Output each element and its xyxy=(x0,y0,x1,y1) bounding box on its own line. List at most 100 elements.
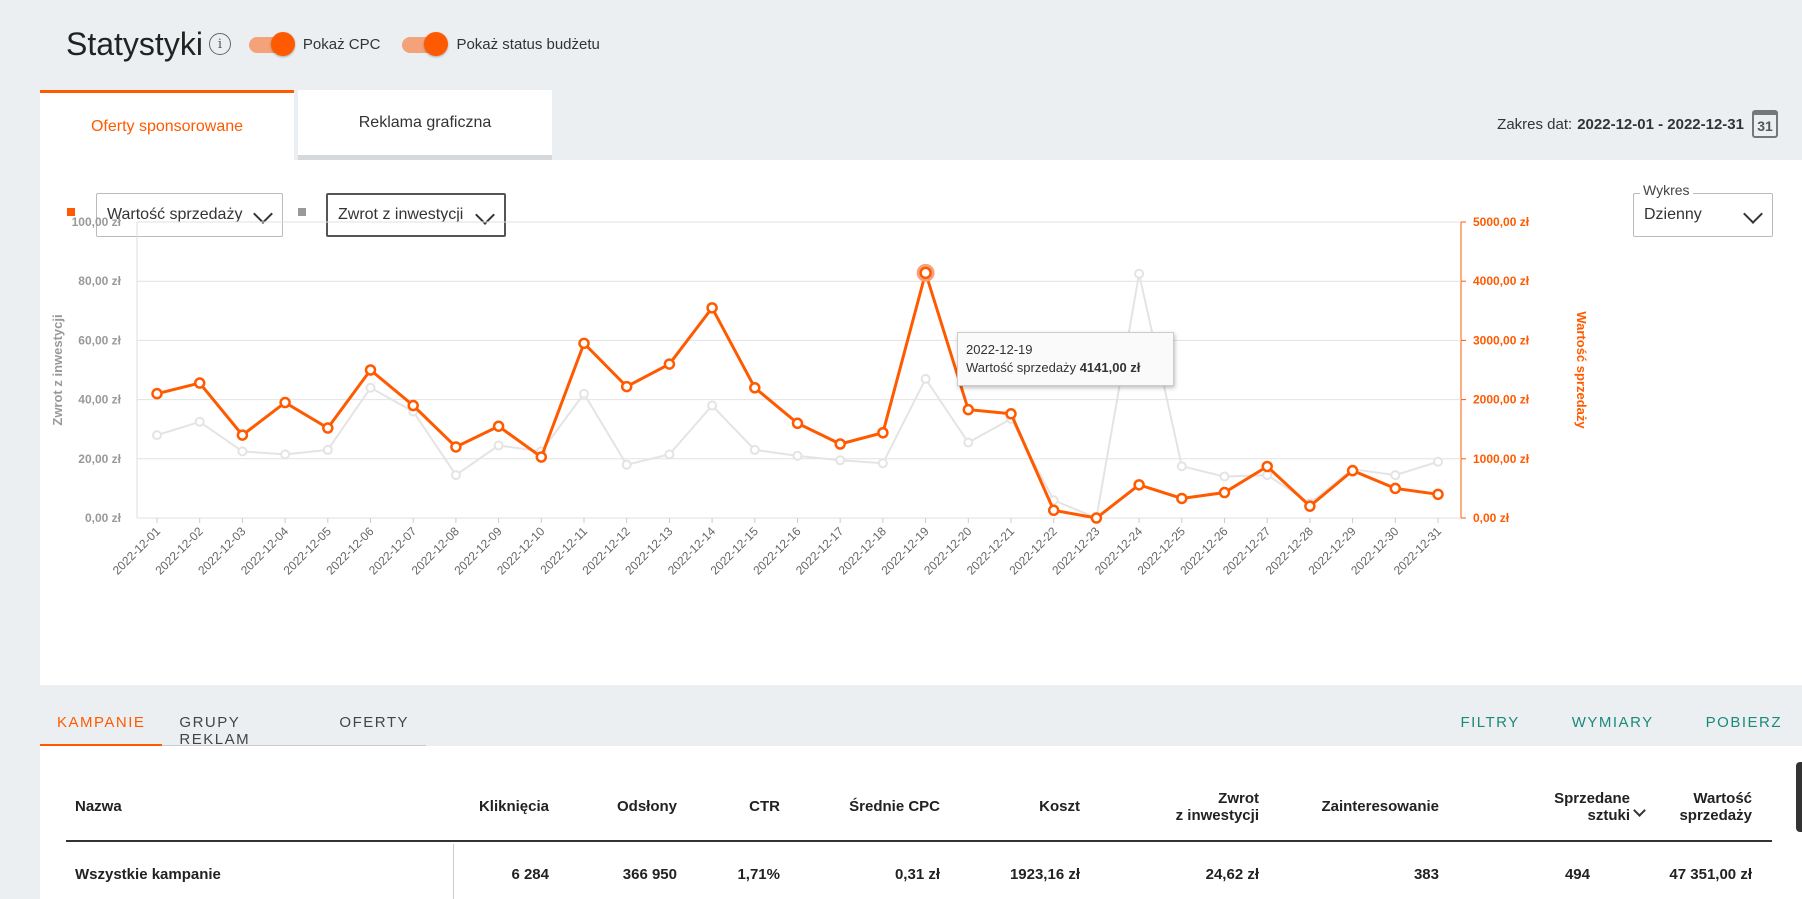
date-range[interactable]: Zakres dat: 2022-12-01 - 2022-12-31 31 xyxy=(1497,110,1778,138)
sales-data-point xyxy=(834,438,846,450)
col-interest[interactable]: Zainteresowanie xyxy=(1321,798,1439,815)
sales-data-point xyxy=(236,429,249,441)
cell-roi: 24,62 zł xyxy=(1205,866,1259,883)
sales-data-point xyxy=(1432,488,1444,501)
calendar-icon[interactable]: 31 xyxy=(1752,110,1778,138)
roi-data-point xyxy=(920,373,931,384)
sales-data-point xyxy=(919,266,932,280)
roi-data-point xyxy=(1134,268,1145,279)
sales-data-point xyxy=(1005,408,1017,420)
toggle-cpc-label: Pokaż CPC xyxy=(302,35,381,53)
chart-grid xyxy=(136,221,1462,519)
roi-data-point xyxy=(707,400,718,411)
col-cost[interactable]: Koszt xyxy=(1039,798,1080,815)
roi-data-point xyxy=(322,444,333,455)
tab-ad-groups[interactable]: GRUPY REKLAM xyxy=(179,714,251,748)
secondary-metric-select[interactable]: Zwrot z inwestycji xyxy=(326,193,506,237)
col-clicks[interactable]: Kliknięcia xyxy=(478,798,549,815)
tooltip-value: 4141,00 zł xyxy=(1079,360,1141,375)
table-header: Nazwa Kliknięcia Odsłony CTR Średnie CPC… xyxy=(66,746,1772,842)
roi-data-point xyxy=(194,416,205,427)
sales-data-point xyxy=(1304,500,1316,512)
tab-campaigns[interactable]: KAMPANIE xyxy=(40,702,163,746)
page-title: Statystyki xyxy=(66,25,203,62)
roi-data-point xyxy=(450,470,461,481)
col-roi[interactable]: Zwrot z inwestycji xyxy=(1176,790,1259,824)
page-header: Statystyki i Pokaż CPC Pokaż status budż… xyxy=(66,24,600,64)
col-views[interactable]: Odsłony xyxy=(616,798,677,815)
y-left-tick-label: 20,00 zł xyxy=(78,452,121,466)
y-right-axis-label: Wartość sprzedaży xyxy=(1574,311,1589,429)
dimensions-button[interactable]: WYMIARY xyxy=(1571,714,1654,731)
sales-data-point xyxy=(749,382,761,394)
roi-data-point xyxy=(1219,471,1230,482)
y-right-tick-label: 5000,00 zł xyxy=(1473,215,1530,229)
cell-sales-value: 47 351,00 zł xyxy=(1669,866,1752,883)
toggle-budget-status[interactable] xyxy=(402,32,449,56)
sales-data-point xyxy=(1133,479,1145,491)
y-left-tick-label: 100,00 zł xyxy=(72,215,122,229)
chart-mode-value: Dzienny xyxy=(1644,206,1702,223)
col-name[interactable]: Nazwa xyxy=(75,798,122,815)
toggle-cpc[interactable] xyxy=(248,32,295,56)
roi-data-point xyxy=(493,440,504,451)
sales-series-line xyxy=(156,267,1439,520)
date-range-value: 2022-12-01 - 2022-12-31 xyxy=(1577,115,1744,133)
roi-data-point xyxy=(579,388,589,399)
col-roi-line2: z inwestycji xyxy=(1175,807,1259,824)
sales-data-point xyxy=(620,380,633,393)
side-panel-handle[interactable] xyxy=(1796,762,1802,832)
report-level-tabs: KAMPANIE GRUPY REKLAM OFERTY xyxy=(40,702,426,748)
table-row[interactable]: Wszystkie kampanie 6 284 366 950 1,71% 0… xyxy=(66,842,1772,899)
secondary-metric-value: Zwrot z inwestycji xyxy=(338,206,464,223)
y-right-tick-label: 4000,00 zł xyxy=(1473,274,1530,288)
col-sold-line1: Sprzedane xyxy=(1554,790,1630,807)
y-right-tick-label: 2000,00 zł xyxy=(1473,393,1530,407)
sales-data-point xyxy=(1218,486,1231,499)
cell-interest: 383 xyxy=(1413,866,1439,883)
y-right-tick-label: 0,00 zł xyxy=(1473,511,1510,525)
line-chart: 2022-12-012022-12-022022-12-032022-12-04… xyxy=(50,215,1589,578)
roi-data-point xyxy=(835,455,846,466)
primary-metric-select[interactable]: Wartość sprzedaży xyxy=(96,193,283,237)
y-axis-left: 0,00 zł 20,00 zł 40,00 zł 60,00 zł 80,00 zł 1… xyxy=(50,215,122,525)
y-left-tick-label: 0,00 zł xyxy=(85,511,122,525)
col-sales-line1: Wartość xyxy=(1693,790,1752,807)
sales-data-point xyxy=(364,364,377,376)
sales-data-point xyxy=(407,399,419,412)
x-axis: 2022-12-012022-12-022022-12-032022-12-04… xyxy=(110,518,1444,578)
roi-series-line xyxy=(156,273,1439,520)
tab-display-ads[interactable]: Reklama graficzna xyxy=(298,90,552,160)
chart-mode-label: Wykres xyxy=(1640,182,1693,198)
sales-data-point xyxy=(492,420,505,432)
col-roi-line1: Zwrot xyxy=(1218,790,1259,807)
primary-metric-value: Wartość sprzedaży xyxy=(107,206,243,223)
sales-data-point xyxy=(578,337,590,350)
col-ctr[interactable]: CTR xyxy=(749,798,780,815)
tab-offers[interactable]: OFERTY xyxy=(339,714,409,731)
tooltip-line: Wartość sprzedaży 4141,00 zł xyxy=(966,359,1165,377)
roi-data-point xyxy=(749,444,760,455)
col-sold-units[interactable]: Sprzedane sztuki xyxy=(1554,790,1630,824)
date-range-label: Zakres dat: xyxy=(1497,115,1573,133)
roi-data-point xyxy=(280,449,291,460)
sales-data-point xyxy=(1176,492,1188,505)
info-icon[interactable]: i xyxy=(208,33,231,55)
col-avg-cpc[interactable]: Średnie CPC xyxy=(849,798,940,815)
table-actions: FILTRY WYMIARY POBIERZ xyxy=(1408,714,1782,731)
sales-data-point xyxy=(279,396,291,409)
tab-sponsored-offers[interactable]: Oferty sponsorowane xyxy=(40,90,294,160)
filters-button[interactable]: FILTRY xyxy=(1460,714,1520,731)
col-sales-line2: sprzedaży xyxy=(1679,807,1752,824)
sales-data-point xyxy=(877,427,889,439)
campaign-type-tabs: Oferty sponsorowane Reklama graficzna xyxy=(40,90,556,160)
download-button[interactable]: POBIERZ xyxy=(1705,714,1782,731)
secondary-series-legend-marker xyxy=(298,208,306,216)
chart-mode-select[interactable]: Dzienny xyxy=(1633,193,1773,237)
chart-tooltip: 2022-12-19 Wartość sprzedaży 4141,00 zł xyxy=(957,332,1174,386)
sort-desc-icon[interactable] xyxy=(1633,804,1646,817)
cell-name: Wszystkie kampanie xyxy=(75,866,221,883)
col-sales-value[interactable]: Wartość sprzedaży xyxy=(1679,790,1752,824)
y-right-tick-label: 1000,00 zł xyxy=(1473,452,1530,466)
roi-data-point xyxy=(621,459,632,470)
